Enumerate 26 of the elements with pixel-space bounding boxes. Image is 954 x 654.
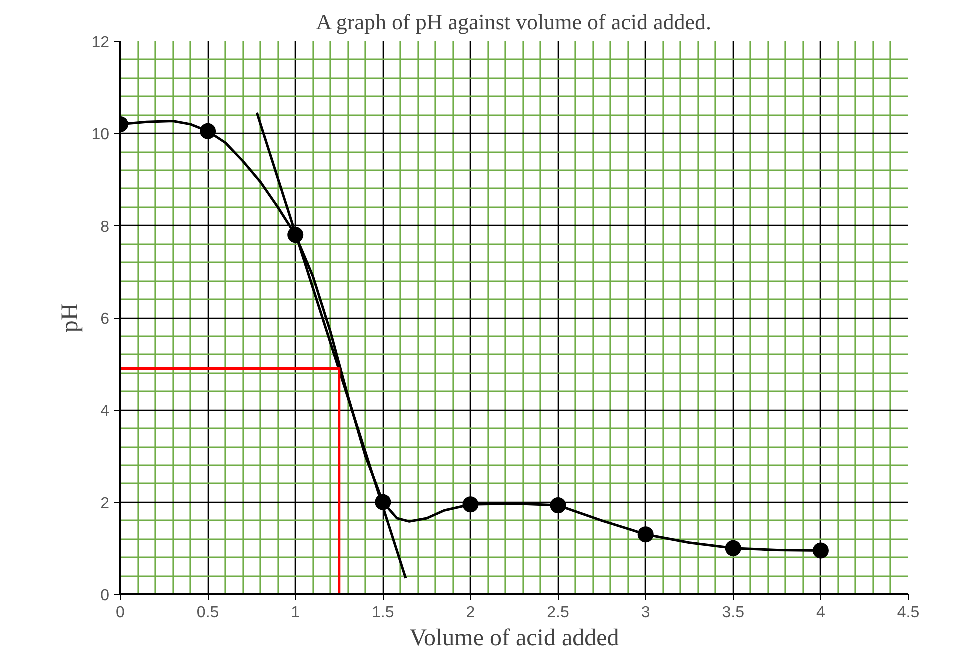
x-tick-label: 0.5 xyxy=(196,604,220,622)
x-tick-label: 1.5 xyxy=(372,604,394,622)
x-tick-label: 2.5 xyxy=(547,604,570,622)
x-tick-label: 3 xyxy=(641,604,650,622)
y-tick-label: 4 xyxy=(100,403,110,420)
x-axis-title: Volume of acid added xyxy=(410,626,620,652)
x-tick-label: 1 xyxy=(291,604,300,622)
y-tick-label: 12 xyxy=(92,34,110,52)
y-tick-label: 10 xyxy=(92,126,110,144)
point xyxy=(638,526,654,543)
x-tick-label: 4 xyxy=(816,604,826,622)
x-tick-label: 3.5 xyxy=(722,604,745,622)
y-tick-label: 6 xyxy=(100,311,110,328)
y-tick-label: 8 xyxy=(100,218,110,236)
x-tick-label: 4.5 xyxy=(897,604,920,622)
x-tick-label: 2 xyxy=(466,604,476,622)
y-axis-title: pH xyxy=(58,303,84,333)
y-tick-label: 2 xyxy=(100,495,110,512)
point xyxy=(725,540,742,556)
point xyxy=(200,123,216,140)
x-tick-label: 0 xyxy=(116,604,126,622)
y-tick-label: 0 xyxy=(100,588,110,604)
point xyxy=(550,498,566,514)
point xyxy=(812,542,829,559)
chart-title: A graph of pH against volume of acid added. xyxy=(316,10,712,34)
point xyxy=(462,496,479,513)
